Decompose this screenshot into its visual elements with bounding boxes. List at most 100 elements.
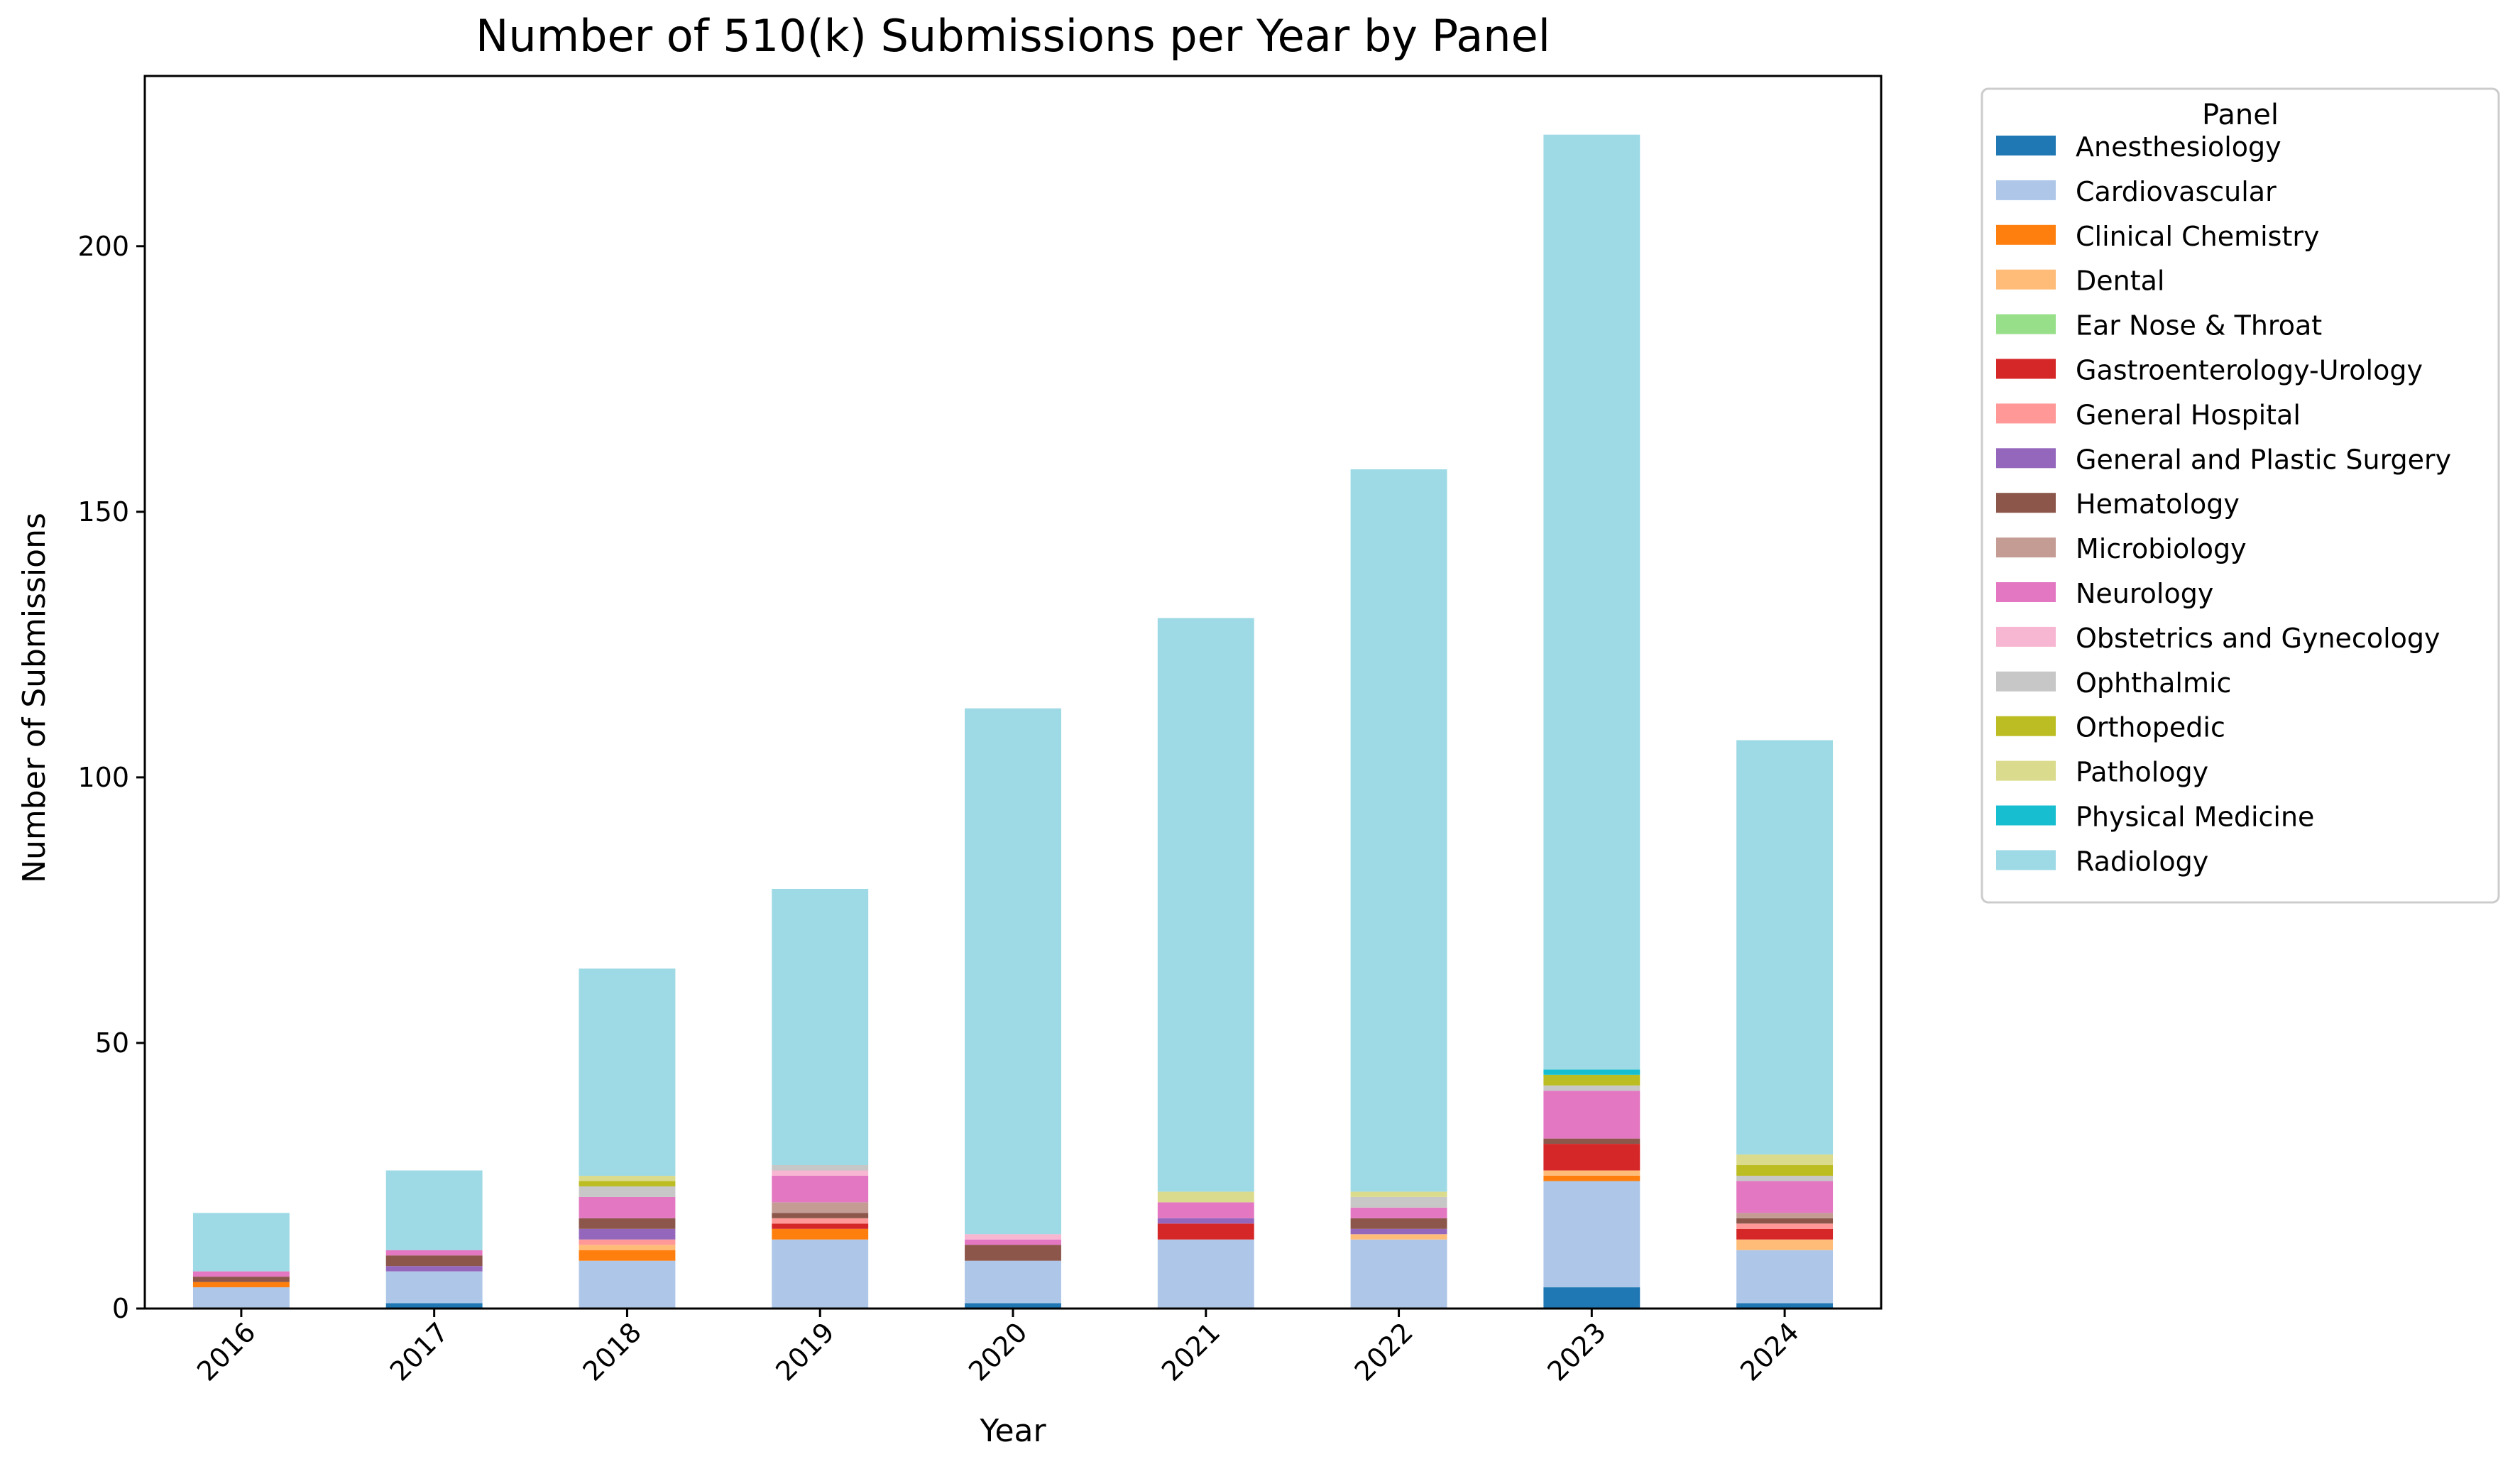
- bar-segment: [772, 1228, 869, 1240]
- y-tick-label: 200: [77, 231, 129, 262]
- legend-swatch: [1996, 626, 2056, 647]
- bar-segment: [965, 1245, 1061, 1261]
- bar-segment: [1350, 1234, 1447, 1240]
- legend-label: Clinical Chemistry: [2076, 221, 2319, 252]
- legend-label: Anesthesiology: [2076, 131, 2281, 163]
- bar-segment: [1350, 1239, 1447, 1309]
- bar-segment: [579, 1250, 676, 1261]
- bar-segment: [772, 1213, 869, 1218]
- bar-segment: [1350, 1218, 1447, 1229]
- legend-swatch: [1996, 269, 2056, 290]
- bar-segment: [1543, 1138, 1640, 1145]
- bar-segment: [1543, 1085, 1640, 1091]
- legend-swatch: [1996, 403, 2056, 424]
- y-axis-label: Number of Submissions: [16, 513, 53, 883]
- y-tick-label: 100: [77, 762, 129, 793]
- y-tick-label: 50: [95, 1027, 129, 1059]
- bar-segment: [1543, 134, 1640, 1070]
- legend-label: Microbiology: [2076, 533, 2247, 564]
- bar-segment: [579, 1196, 676, 1218]
- bar-segment: [1543, 1144, 1640, 1171]
- legend-title: Panel: [2202, 99, 2279, 131]
- legend-swatch: [1996, 136, 2056, 155]
- bar-segment: [1350, 1207, 1447, 1218]
- bar-segment: [579, 1245, 676, 1250]
- bar-segment: [1543, 1175, 1640, 1181]
- legend: Panel Anesthesiology Cardiovascular Clinic…: [1981, 87, 2500, 904]
- bar-segment: [579, 1239, 676, 1245]
- bar-segment: [1157, 1239, 1254, 1309]
- legend-swatch: [1996, 716, 2056, 736]
- bar-segment: [965, 1303, 1061, 1309]
- bar-segment: [579, 1186, 676, 1197]
- legend-swatch: [1996, 314, 2056, 334]
- legend-label: General and Plastic Surgery: [2076, 444, 2451, 475]
- legend-swatch: [1996, 850, 2056, 870]
- bar-segment: [579, 1218, 676, 1229]
- legend-label: Neurology: [2076, 578, 2213, 609]
- legend-label: Cardiovascular: [2076, 176, 2277, 207]
- bar-segment: [1157, 1191, 1254, 1203]
- bar-segment: [772, 1218, 869, 1224]
- bar-segment: [579, 1260, 676, 1309]
- bar-segment: [385, 1255, 483, 1267]
- legend-swatch: [1996, 224, 2056, 245]
- bar-segment: [965, 1260, 1061, 1304]
- bar-segment: [965, 708, 1061, 1235]
- bar-segment: [1157, 1218, 1254, 1224]
- bar-segment: [1736, 1303, 1834, 1309]
- bar-segment: [772, 1239, 869, 1309]
- bar-segment: [1543, 1170, 1640, 1176]
- bar-segment: [1543, 1287, 1640, 1309]
- bar-segment: [192, 1287, 290, 1309]
- legend-label: Orthopedic: [2076, 712, 2225, 743]
- bar-segment: [1350, 1191, 1447, 1197]
- legend-label: Hematology: [2076, 488, 2240, 520]
- bar-segment: [192, 1213, 290, 1272]
- bar-segment: [579, 1175, 676, 1181]
- bar-segment: [1157, 1223, 1254, 1240]
- bar-segment: [579, 968, 676, 1176]
- bar-segment: [1157, 618, 1254, 1192]
- legend-swatch: [1996, 359, 2056, 379]
- bar-segment: [579, 1181, 676, 1186]
- legend-swatch: [1996, 671, 2056, 692]
- bar-segment: [1350, 1196, 1447, 1208]
- bar-segment: [385, 1170, 483, 1250]
- bar-segment: [192, 1282, 290, 1288]
- legend-label: General Hospital: [2076, 399, 2301, 430]
- legend-label: Pathology: [2076, 757, 2208, 788]
- legend-label: Physical Medicine: [2076, 802, 2314, 833]
- bar-segment: [385, 1266, 483, 1272]
- bar-segment: [1736, 1165, 1834, 1176]
- bar-segment: [1543, 1069, 1640, 1075]
- bar-segment: [385, 1271, 483, 1304]
- bar-segment: [1736, 1175, 1834, 1181]
- bar-segment: [1157, 1202, 1254, 1218]
- legend-label: Obstetrics and Gynecology: [2076, 623, 2440, 654]
- bar-segment: [965, 1239, 1061, 1245]
- bar-segment: [772, 888, 869, 1166]
- legend-swatch: [1996, 448, 2056, 469]
- bar-segment: [772, 1223, 869, 1229]
- bar-segment: [1736, 1181, 1834, 1213]
- legend-label: Dental: [2076, 266, 2164, 297]
- legend-swatch: [1996, 805, 2056, 826]
- bar-segment: [192, 1277, 290, 1282]
- bar-segment: [1543, 1074, 1640, 1086]
- bar-segment: [192, 1271, 290, 1277]
- bar-segment: [1736, 1228, 1834, 1240]
- bar-segment: [772, 1165, 869, 1171]
- x-axis-label: Year: [979, 1413, 1046, 1449]
- bar-segment: [772, 1175, 869, 1203]
- bar-segment: [772, 1202, 869, 1213]
- legend-swatch: [1996, 493, 2056, 513]
- bar-segment: [1543, 1091, 1640, 1139]
- bar-segment: [1543, 1181, 1640, 1288]
- y-tick-label: 150: [77, 496, 129, 528]
- bar-segment: [579, 1228, 676, 1240]
- bar-segment: [1736, 1223, 1834, 1229]
- chart-title: Number of 510(k) Submissions per Year by…: [476, 10, 1550, 62]
- legend-label: Radiology: [2076, 846, 2208, 877]
